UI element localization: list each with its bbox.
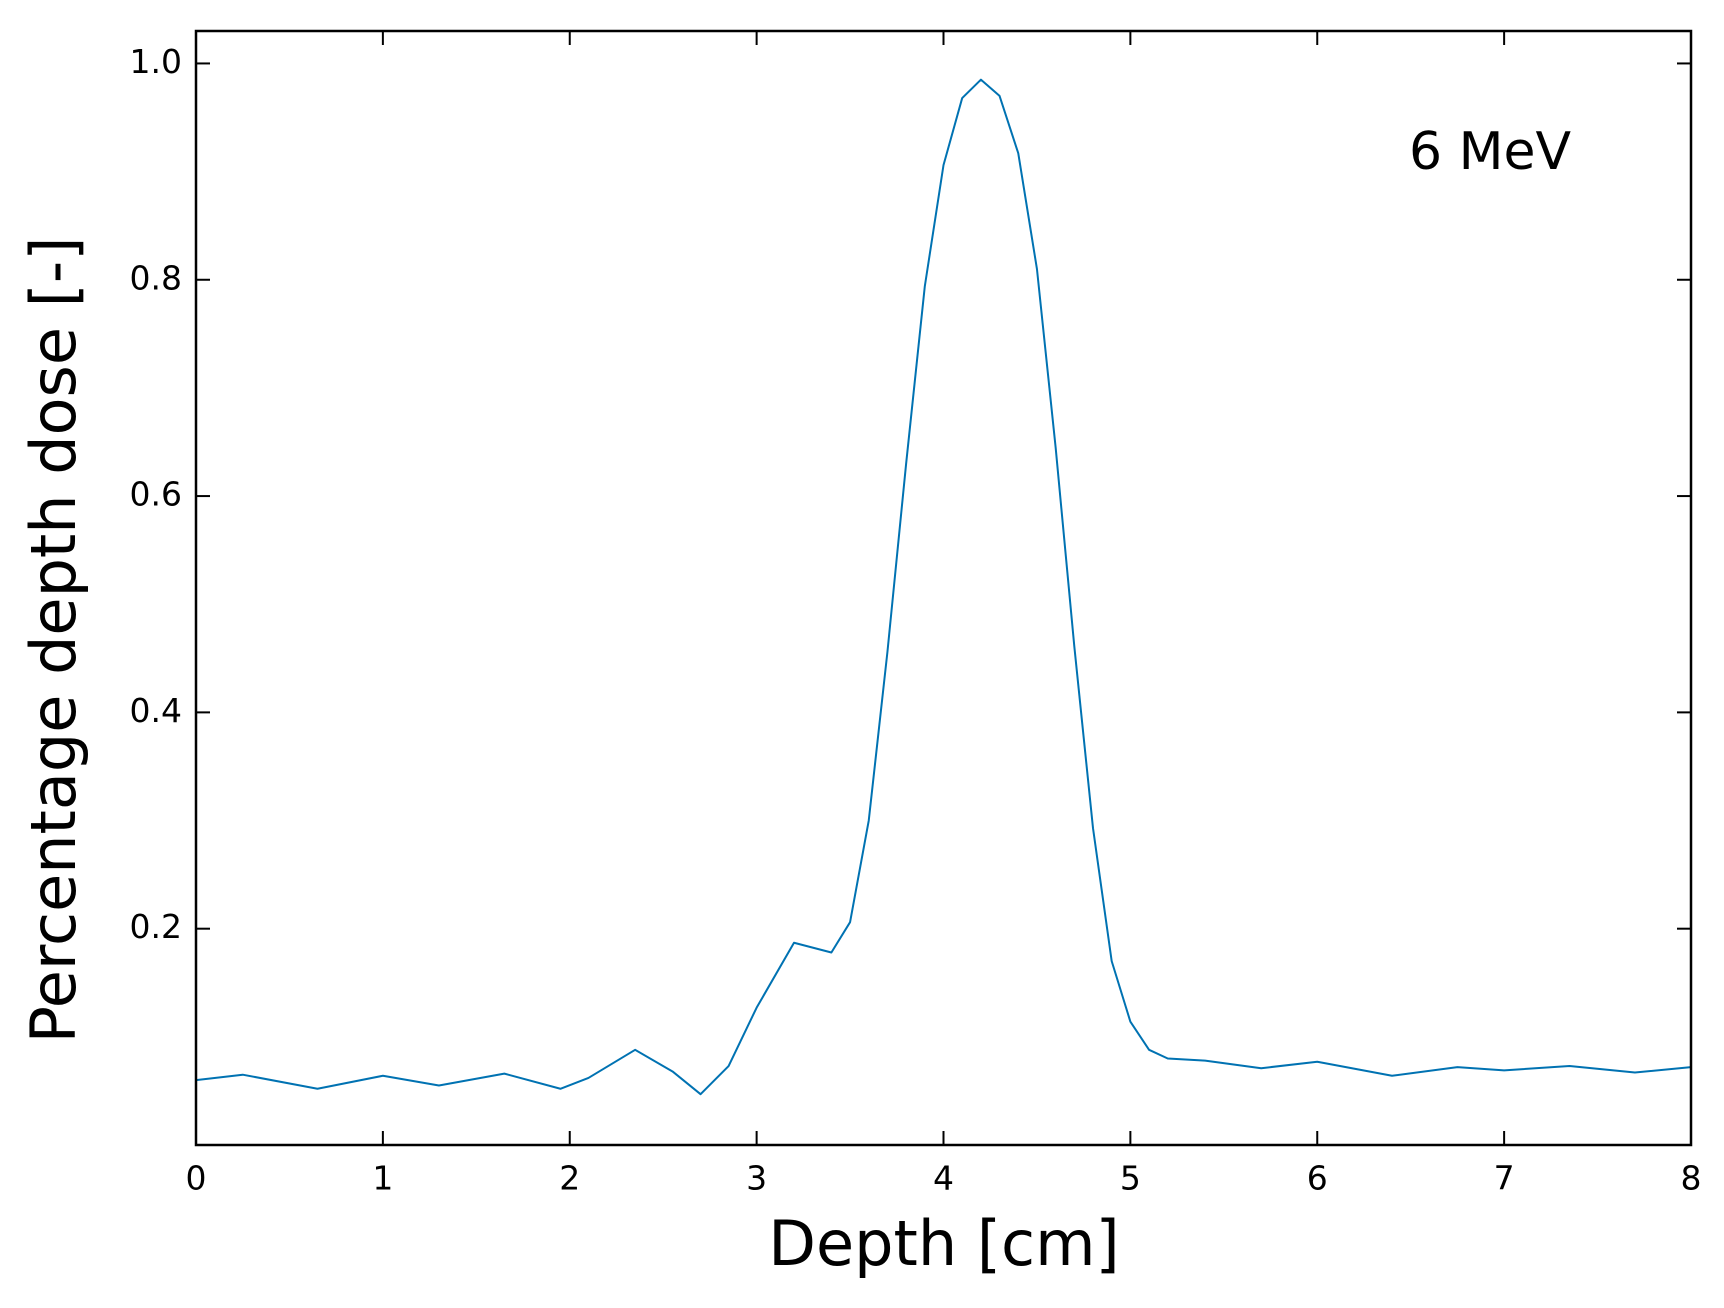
y-tick-label: 0.6: [130, 475, 182, 514]
data-line: [195, 78, 1692, 1096]
x-axis-label: Depth [cm]: [768, 1207, 1119, 1280]
x-tick-label: 2: [559, 1159, 580, 1198]
x-tick-label: 1: [372, 1159, 393, 1198]
annotation: 6 MeV: [1409, 122, 1571, 182]
x-tick-label: 6: [1307, 1159, 1328, 1198]
x-tick-label: 7: [1494, 1159, 1515, 1198]
y-axis-label: Percentage depth dose [-]: [17, 237, 90, 1044]
y-tick-label: 0.8: [130, 258, 182, 297]
x-tick-label: 8: [1681, 1159, 1702, 1198]
plot-frame: [194, 29, 1693, 1147]
x-tick-label: 3: [746, 1159, 767, 1198]
y-tick-label: 0.4: [130, 691, 182, 730]
y-tick-label: 0.2: [130, 907, 182, 946]
x-tick-label: 0: [186, 1159, 207, 1198]
y-tick-label: 1.0: [130, 42, 182, 81]
x-tick-label: 5: [1120, 1159, 1141, 1198]
x-tick-label: 4: [933, 1159, 954, 1198]
